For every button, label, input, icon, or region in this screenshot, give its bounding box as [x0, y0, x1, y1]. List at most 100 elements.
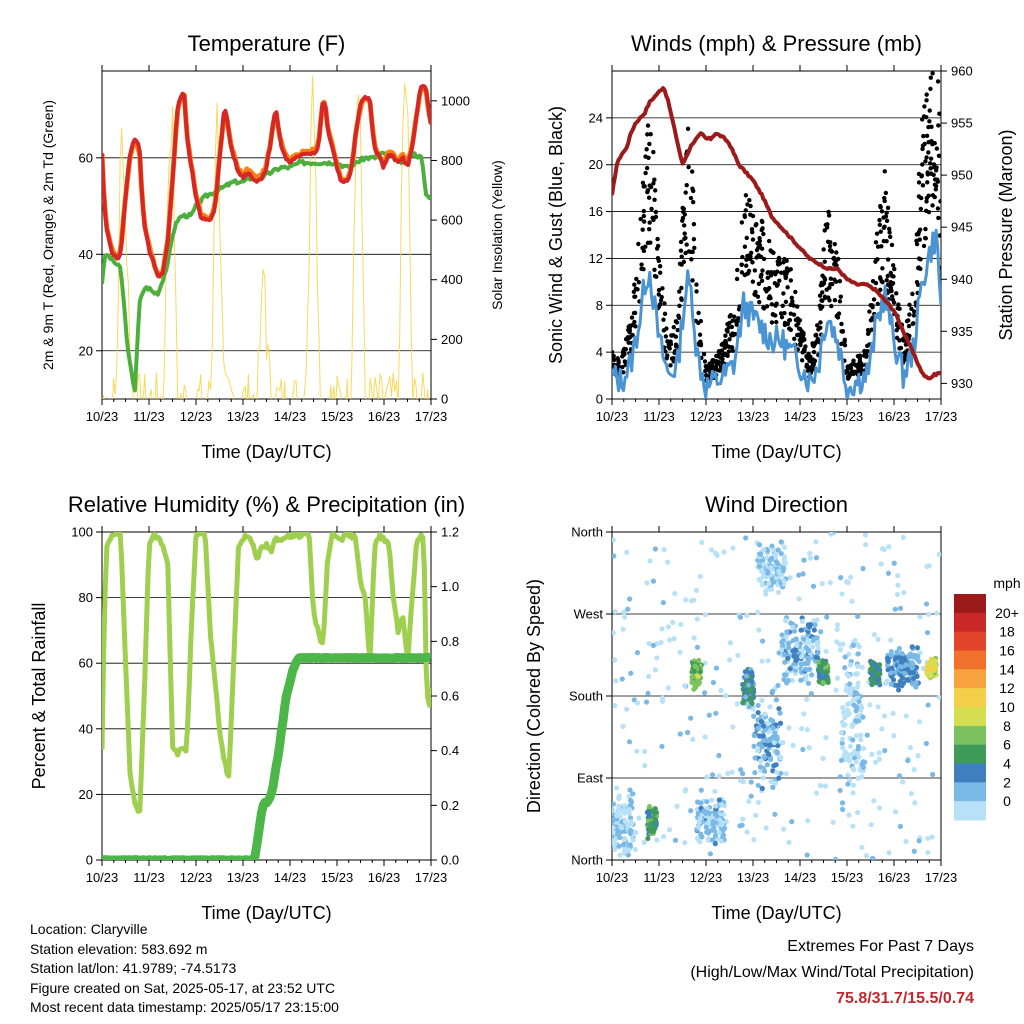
gust-point [743, 193, 749, 198]
panel-title: Winds (mph) & Pressure (mb) [631, 31, 922, 56]
direction-point [895, 582, 901, 588]
direction-point [850, 722, 856, 728]
gust-point [671, 325, 677, 330]
gust-point [916, 194, 922, 199]
direction-point [923, 601, 930, 607]
direction-point [798, 654, 805, 660]
direction-point [755, 782, 761, 789]
y-right-tick-label: 940 [951, 272, 973, 287]
gust-point [680, 205, 685, 211]
direction-point [806, 745, 812, 751]
direction-point [860, 565, 866, 572]
direction-point [614, 785, 620, 791]
gust-point [677, 261, 683, 267]
direction-point [838, 575, 844, 581]
direction-point [769, 543, 775, 549]
y-tick-label: 80 [79, 590, 93, 605]
colorbar-swatch [954, 707, 986, 727]
direction-point [742, 688, 748, 694]
direction-point [737, 614, 744, 620]
gust-point [832, 277, 837, 282]
gust-point [760, 268, 765, 273]
panel-title: Wind Direction [705, 492, 848, 517]
direction-point [834, 675, 841, 681]
direction-point [683, 597, 689, 603]
gust-point [778, 311, 784, 316]
direction-point [834, 622, 841, 628]
y-right-tick-label: 935 [951, 324, 973, 339]
direction-point [768, 586, 775, 593]
gust-point [655, 243, 661, 249]
direction-point [776, 775, 782, 781]
gust-point [647, 220, 652, 225]
gust-point [682, 223, 687, 228]
direction-point [650, 578, 657, 584]
direction-point [909, 660, 915, 666]
direction-point [846, 701, 853, 707]
direction-point [759, 697, 765, 704]
direction-point [834, 626, 840, 633]
direction-point [871, 632, 877, 638]
direction-point [623, 847, 629, 853]
direction-point [871, 798, 877, 804]
y-right-tick-label: 950 [951, 168, 973, 183]
direction-point [630, 791, 636, 797]
gust-point [787, 317, 793, 323]
direction-point [720, 812, 727, 818]
x-tick-label: 16/23 [368, 409, 401, 424]
gust-point [785, 321, 790, 327]
gust-point [875, 301, 880, 307]
direction-point [858, 707, 864, 713]
gust-point [719, 348, 725, 353]
colorbar-unit: mph [993, 575, 1020, 591]
direction-point [897, 823, 903, 830]
gust-point [842, 342, 848, 348]
direction-point [787, 575, 793, 581]
gust-point [928, 166, 933, 171]
direction-point [898, 659, 904, 665]
direction-point [863, 541, 869, 548]
gust-point [703, 364, 709, 369]
direction-point [642, 748, 648, 755]
direction-point [902, 671, 908, 677]
direction-point [762, 753, 768, 759]
x-tick-label: 17/23 [925, 409, 958, 424]
gust-point [822, 295, 828, 301]
direction-point [801, 711, 807, 717]
colorbar-swatch [954, 669, 986, 689]
direction-point [868, 822, 874, 828]
gust-point [907, 312, 912, 317]
direction-point [712, 788, 718, 794]
series-solar [102, 75, 429, 399]
direction-point [737, 823, 743, 829]
gust-point [654, 274, 659, 279]
direction-point [846, 812, 852, 818]
direction-point [892, 809, 899, 815]
direction-point [738, 767, 744, 773]
direction-point [928, 666, 934, 672]
gust-point [904, 318, 910, 324]
plot-area [102, 75, 431, 399]
direction-point [878, 561, 884, 567]
y-right-tick-label: 1.0 [441, 579, 459, 594]
direction-point [923, 740, 929, 747]
direction-point [729, 769, 735, 775]
gust-point [928, 75, 933, 80]
gust-point [634, 276, 639, 282]
direction-point [672, 590, 678, 597]
direction-point [839, 736, 846, 742]
gust-point [875, 244, 881, 249]
gust-point [901, 338, 906, 343]
gust-point [920, 117, 925, 122]
direction-point [725, 770, 731, 777]
gust-point [920, 162, 925, 167]
direction-point [799, 726, 805, 732]
gust-point [822, 228, 827, 233]
direction-point [838, 729, 845, 736]
gust-point [681, 209, 686, 215]
gust-point [858, 366, 864, 371]
gust-point [694, 289, 699, 294]
gust-point [662, 311, 668, 317]
gust-point [768, 295, 773, 301]
direction-point [905, 677, 911, 683]
